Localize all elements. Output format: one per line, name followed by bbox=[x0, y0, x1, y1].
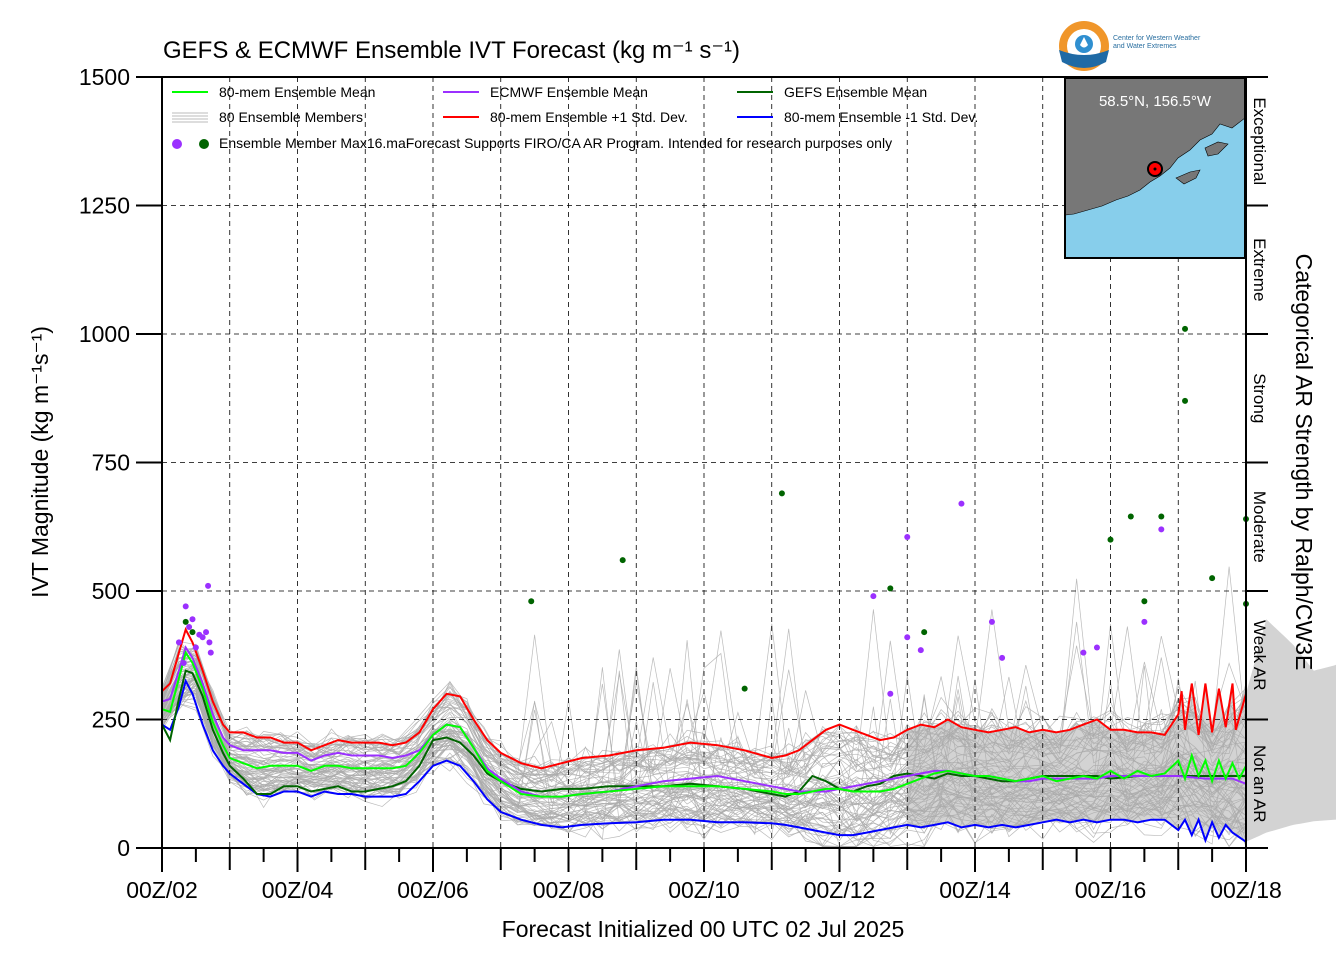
logo-caption: Center for Western Weather and Water Ext… bbox=[1113, 35, 1200, 51]
ecmwf-max-point bbox=[206, 639, 213, 646]
x-tick-label: 00Z/08 bbox=[533, 877, 605, 903]
x-tick-label: 00Z/18 bbox=[1210, 877, 1282, 903]
series-layer bbox=[161, 626, 1247, 844]
inset-island bbox=[1175, 169, 1201, 185]
gefs-max-point bbox=[1127, 513, 1134, 520]
y-tick-label: 0 bbox=[117, 835, 130, 861]
x-tick-label: 00Z/02 bbox=[126, 877, 198, 903]
x-tick-label: 00Z/04 bbox=[262, 877, 334, 903]
legend-swatch-gefs-max bbox=[199, 139, 209, 149]
x-tick-label: 00Z/12 bbox=[804, 877, 876, 903]
category-label: Not an AR bbox=[1250, 745, 1269, 823]
category-label: Moderate bbox=[1250, 491, 1269, 563]
gefs-max-point bbox=[619, 557, 626, 564]
category-label: Exceptional bbox=[1250, 97, 1269, 185]
y-tick-label: 1500 bbox=[79, 64, 130, 90]
legend-minus-sd: 80-mem Ensemble -1 Std. Dev. bbox=[784, 109, 978, 125]
ecmwf-max-point bbox=[988, 618, 995, 625]
x-axis-label: Forecast Initialized 00 UTC 02 Jul 2025 bbox=[502, 916, 905, 942]
gefs-max-point bbox=[741, 685, 748, 692]
chart-title: GEFS & ECMWF Ensemble IVT Forecast (kg m… bbox=[163, 37, 740, 64]
series-line-80-mem-ensemble-1-std-dev- bbox=[161, 626, 1247, 770]
legend-max: Ensemble Member Max bbox=[219, 135, 367, 151]
ecmwf-max-point bbox=[917, 647, 924, 654]
y-tick-label: 1250 bbox=[79, 193, 130, 219]
gefs-max-point bbox=[1209, 575, 1216, 582]
legend-gefs-mean: GEFS Ensemble Mean bbox=[784, 84, 927, 100]
ecmwf-max-point bbox=[180, 659, 187, 666]
inset-island bbox=[1204, 141, 1229, 157]
y-axis-label: IVT Magnitude (kg m⁻¹s⁻¹) bbox=[27, 326, 53, 598]
gefs-max-point bbox=[189, 629, 196, 636]
legend-members: 80 Ensemble Members bbox=[219, 109, 363, 125]
gefs-max-point bbox=[1182, 325, 1189, 332]
series-line-80-mem-ensemble-mean bbox=[161, 650, 1247, 798]
legend-note: 16.maForecast Supports FIRO/CA AR Progra… bbox=[367, 135, 892, 151]
ensemble-member-line bbox=[161, 681, 1247, 818]
ecmwf-max-point bbox=[870, 593, 877, 600]
ecmwf-max-point bbox=[904, 634, 911, 641]
legend-ens-mean: 80-mem Ensemble Mean bbox=[219, 84, 375, 100]
ecmwf-max-point bbox=[186, 623, 193, 630]
y-tick-label: 750 bbox=[92, 450, 130, 476]
ecmwf-max-point bbox=[189, 616, 196, 623]
category-label: Weak AR bbox=[1250, 620, 1269, 691]
x-tick-label: 00Z/10 bbox=[668, 877, 740, 903]
gefs-max-point bbox=[528, 598, 535, 605]
series-line-80-mem-ensemble-1-std-dev- bbox=[161, 678, 1247, 844]
inset-label: 58.5°N, 156.5°W bbox=[1099, 93, 1212, 110]
ecmwf-max-point bbox=[1141, 618, 1148, 625]
ensemble-member-line bbox=[161, 666, 1247, 820]
legend-swatch-ecmwf-max bbox=[172, 139, 182, 149]
ecmwf-max-point bbox=[207, 649, 214, 656]
inset-land bbox=[1064, 77, 1246, 216]
right-axis-label: Categorical AR Strength by Ralph/CW3E bbox=[1291, 254, 1317, 671]
ecmwf-max-point bbox=[175, 639, 182, 646]
logo-line-2: and Water Extremes bbox=[1113, 43, 1177, 50]
gefs-max-point bbox=[182, 618, 189, 625]
ecmwf-max-point bbox=[904, 534, 911, 541]
legend-swatch-members bbox=[172, 112, 208, 123]
y-tick-label: 500 bbox=[92, 578, 130, 604]
legend: 80-mem Ensemble Mean 80 Ensemble Members… bbox=[172, 84, 978, 151]
gefs-max-point bbox=[778, 490, 785, 497]
ecmwf-max-point bbox=[1080, 649, 1087, 656]
ecmwf-max-point bbox=[199, 634, 206, 641]
ecmwf-max-point bbox=[1093, 644, 1100, 651]
ecmwf-max-point bbox=[887, 690, 894, 697]
category-label: Extreme bbox=[1250, 238, 1269, 301]
gefs-max-point bbox=[1158, 513, 1165, 520]
gefs-max-point bbox=[1182, 397, 1189, 404]
ecmwf-max-point bbox=[182, 603, 189, 610]
max-points-layer bbox=[175, 325, 1249, 697]
legend-plus-sd: 80-mem Ensemble +1 Std. Dev. bbox=[490, 109, 688, 125]
ecmwf-max-point bbox=[192, 644, 199, 651]
ecmwf-max-point bbox=[1158, 526, 1165, 533]
gefs-max-point bbox=[1107, 536, 1114, 543]
x-tick-label: 00Z/06 bbox=[397, 877, 469, 903]
inset-map: 58.5°N, 156.5°W bbox=[1064, 77, 1246, 259]
cw3e-logo-icon bbox=[1059, 21, 1109, 71]
category-label: Strong bbox=[1250, 373, 1269, 423]
ecmwf-max-point bbox=[958, 500, 965, 507]
logo-line-1: Center for Western Weather bbox=[1113, 35, 1201, 42]
y-tick-label: 250 bbox=[92, 707, 130, 733]
gefs-max-point bbox=[921, 629, 928, 636]
ecmwf-max-point bbox=[205, 582, 212, 589]
gefs-max-point bbox=[887, 585, 894, 592]
ensemble-member-line bbox=[161, 635, 1247, 781]
axes-layer: 0 250 500 750 1000 1250 1500 00Z/02 00Z/04 00Z/06… bbox=[79, 64, 1282, 903]
y-tick-label: 1000 bbox=[79, 321, 130, 347]
ecmwf-max-point bbox=[203, 629, 210, 636]
ensemble-member-line bbox=[161, 658, 1247, 784]
legend-ecmwf-mean: ECMWF Ensemble Mean bbox=[490, 84, 648, 100]
x-tick-label: 00Z/16 bbox=[1075, 877, 1147, 903]
legend-max-note: Ensemble Member Max16.maForecast Support… bbox=[219, 135, 892, 151]
ecmwf-max-point bbox=[999, 654, 1006, 661]
gefs-max-point bbox=[1141, 598, 1148, 605]
x-tick-label: 00Z/14 bbox=[939, 877, 1011, 903]
